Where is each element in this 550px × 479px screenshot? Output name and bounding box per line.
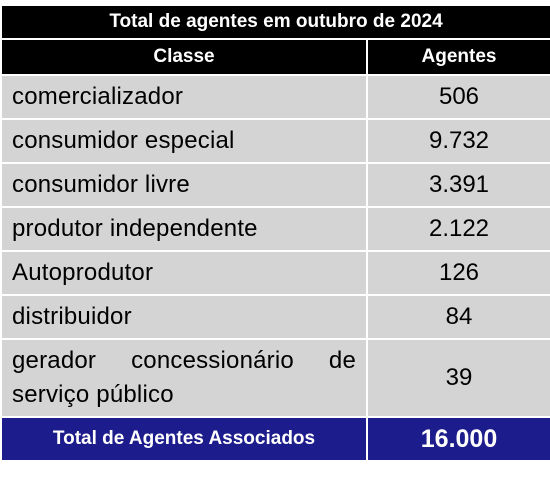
row-classe: gerador concessionário de serviço públic… [0, 338, 368, 418]
row-classe: consumidor livre [0, 162, 368, 208]
total-label: Total de Agentes Associados [0, 416, 368, 462]
row-agentes: 126 [366, 250, 550, 296]
row-agentes: 506 [366, 74, 550, 120]
table-header-row: Classe Agentes [0, 38, 550, 76]
table-title-row: Total de agentes em outubro de 2024 [0, 4, 550, 40]
row-classe: consumidor especial [0, 118, 368, 164]
table-row: consumidor especial 9.732 [0, 118, 550, 164]
row-agentes: 39 [366, 338, 550, 418]
table-row: gerador concessionário de serviço públic… [0, 338, 550, 418]
table-row: produtor independente 2.122 [0, 206, 550, 252]
row-agentes: 2.122 [366, 206, 550, 252]
table-row: consumidor livre 3.391 [0, 162, 550, 208]
row-agentes: 3.391 [366, 162, 550, 208]
table-title: Total de agentes em outubro de 2024 [0, 4, 550, 40]
row-classe: comercializador [0, 74, 368, 120]
row-agentes: 84 [366, 294, 550, 340]
row-classe: distribuidor [0, 294, 368, 340]
table-row: Autoprodutor 126 [0, 250, 550, 296]
agents-table: Total de agentes em outubro de 2024 Clas… [0, 4, 550, 462]
header-classe: Classe [0, 38, 368, 76]
total-value: 16.000 [366, 416, 550, 462]
table-row: distribuidor 84 [0, 294, 550, 340]
row-agentes: 9.732 [366, 118, 550, 164]
row-classe: produtor independente [0, 206, 368, 252]
header-agentes: Agentes [366, 38, 550, 76]
table-row: comercializador 506 [0, 74, 550, 120]
row-classe: Autoprodutor [0, 250, 368, 296]
total-row: Total de Agentes Associados 16.000 [0, 416, 550, 462]
